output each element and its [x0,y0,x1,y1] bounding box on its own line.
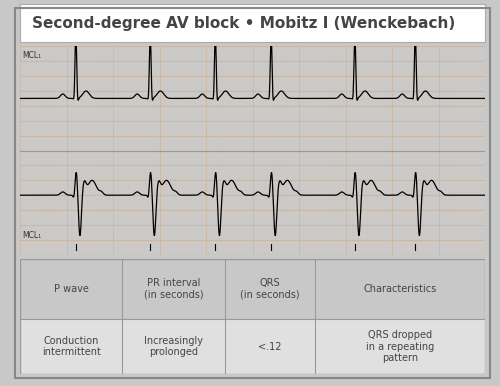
Text: QRS dropped
in a repeating
pattern: QRS dropped in a repeating pattern [366,330,434,363]
Text: MCL₁: MCL₁ [22,51,42,60]
Text: P wave: P wave [54,284,88,294]
Bar [20,259,485,319]
Text: <.12: <.12 [258,342,281,352]
Text: PR interval
(in seconds): PR interval (in seconds) [144,278,204,300]
Text: Second-degree AV block • Mobitz I (Wenckebach): Second-degree AV block • Mobitz I (Wenck… [32,16,455,30]
Bar [20,319,485,374]
Text: Conduction
intermittent: Conduction intermittent [42,336,100,357]
Text: MCL₁: MCL₁ [22,231,42,240]
Text: QRS
(in seconds): QRS (in seconds) [240,278,300,300]
Text: Characteristics: Characteristics [364,284,437,294]
Text: Increasingly
prolonged: Increasingly prolonged [144,336,203,357]
